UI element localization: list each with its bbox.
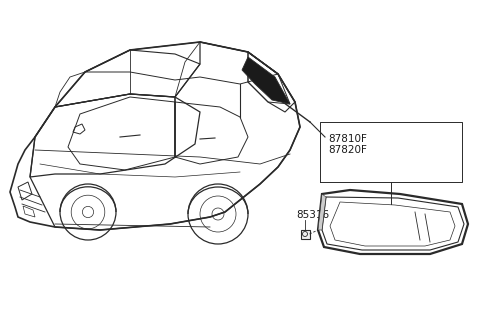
Text: 85316: 85316 — [296, 210, 329, 220]
Polygon shape — [318, 194, 326, 230]
Text: 87810F: 87810F — [328, 134, 367, 144]
Text: 87820F: 87820F — [328, 145, 367, 155]
FancyBboxPatch shape — [300, 230, 310, 238]
Polygon shape — [242, 57, 290, 104]
